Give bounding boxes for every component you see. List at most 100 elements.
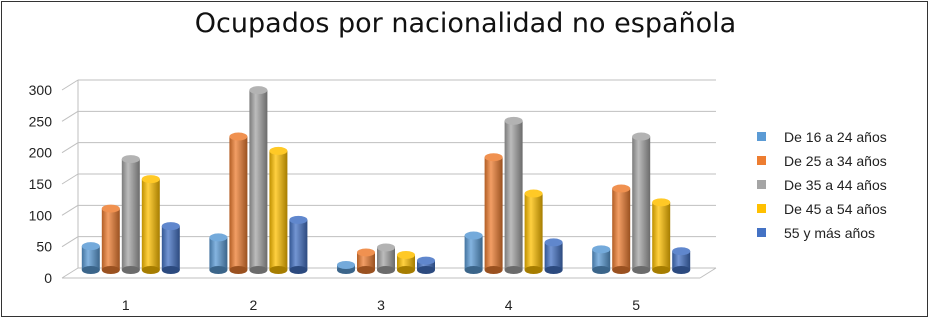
y-tick-label: 0	[44, 270, 52, 286]
bar	[524, 189, 543, 274]
bar-base	[484, 266, 503, 274]
bar-body	[121, 159, 140, 270]
legend-swatch	[757, 204, 766, 213]
bar-body	[672, 251, 691, 270]
bar	[484, 153, 503, 274]
y-tick-label: 50	[36, 239, 52, 255]
legend-swatch	[757, 132, 766, 141]
bar-top	[269, 146, 288, 155]
bar-body	[209, 237, 228, 270]
bar-base	[121, 266, 140, 274]
bar	[269, 146, 288, 274]
bar-base	[81, 266, 100, 274]
bar-base	[289, 266, 308, 274]
bar-body	[269, 150, 288, 270]
bar-base	[269, 266, 288, 274]
legend-label: De 35 a 44 años	[784, 177, 887, 193]
legend-label: De 25 a 34 años	[784, 153, 887, 169]
bar-body	[249, 90, 268, 270]
bar	[229, 132, 248, 274]
bar-body	[484, 157, 503, 270]
bar	[289, 215, 308, 274]
bar	[592, 245, 611, 274]
bar-base	[612, 266, 631, 274]
gridline-depth	[61, 204, 79, 216]
bar-body	[524, 193, 543, 270]
x-tick-label: 5	[632, 297, 640, 313]
bar-top	[121, 155, 140, 164]
bar-body	[544, 242, 563, 270]
bar	[652, 198, 671, 274]
gridline-depth	[61, 142, 79, 154]
bar-base	[524, 266, 543, 274]
bar-top	[417, 256, 435, 265]
bar-top	[484, 153, 503, 162]
bar	[357, 248, 375, 274]
bar-base	[249, 266, 268, 274]
bar	[397, 250, 415, 274]
bar-base	[417, 266, 435, 274]
bar	[337, 260, 355, 274]
bar	[417, 256, 435, 274]
bar-body	[81, 246, 100, 270]
bar-top	[592, 245, 611, 254]
bar-body	[632, 136, 651, 270]
bar-base	[377, 266, 395, 274]
bars	[81, 86, 691, 274]
bar-top	[544, 238, 563, 247]
x-tick-label: 2	[250, 297, 258, 313]
bar-base	[397, 266, 415, 274]
bar-body	[504, 120, 523, 270]
chart-title: Ocupados por nacionalidad no española	[194, 8, 737, 39]
x-tick-label: 3	[377, 297, 385, 313]
bar	[141, 175, 160, 274]
bar-top	[504, 116, 523, 125]
bar	[672, 247, 691, 274]
gridline-depth	[61, 110, 79, 122]
floor-edge	[699, 267, 717, 279]
bar-body	[229, 136, 248, 270]
bar-top	[652, 198, 671, 207]
bar-top	[397, 250, 415, 259]
bar-top	[249, 86, 268, 95]
bar-base	[229, 266, 248, 274]
bar	[504, 116, 523, 274]
bar	[161, 222, 180, 274]
bar	[249, 86, 268, 274]
x-tick-label: 4	[505, 297, 513, 313]
bar	[377, 243, 395, 274]
bar-top	[289, 215, 308, 224]
bar-body	[612, 188, 631, 270]
legend-label: De 16 a 24 años	[784, 129, 887, 145]
bar-base	[464, 266, 483, 274]
bar-base	[161, 266, 180, 274]
bar-body	[417, 260, 435, 270]
legend-swatch	[757, 156, 766, 165]
bar-top	[377, 243, 395, 252]
bar-top	[81, 242, 100, 251]
bar-body	[161, 226, 180, 270]
bar-base	[101, 266, 120, 274]
bar-body	[141, 179, 160, 270]
bar-base	[544, 266, 563, 274]
bar-top	[337, 260, 355, 269]
bar-body	[357, 252, 375, 270]
y-tick-label: 100	[29, 207, 53, 223]
bar-top	[229, 132, 248, 141]
bar-top	[612, 184, 631, 193]
bar-base	[672, 266, 691, 274]
legend-swatch	[757, 228, 766, 237]
gridline-depth	[61, 267, 79, 279]
bar	[464, 231, 483, 274]
bar-base	[141, 266, 160, 274]
gridlines	[61, 79, 717, 279]
legend-swatch	[757, 180, 766, 189]
bar-top	[672, 247, 691, 256]
bar-top	[464, 231, 483, 240]
bar-top	[209, 233, 228, 242]
bar	[612, 184, 631, 274]
bar-top	[141, 175, 160, 184]
legend: De 16 a 24 años De 25 a 34 años De 35 a 44…	[757, 129, 887, 241]
bar	[544, 238, 563, 274]
